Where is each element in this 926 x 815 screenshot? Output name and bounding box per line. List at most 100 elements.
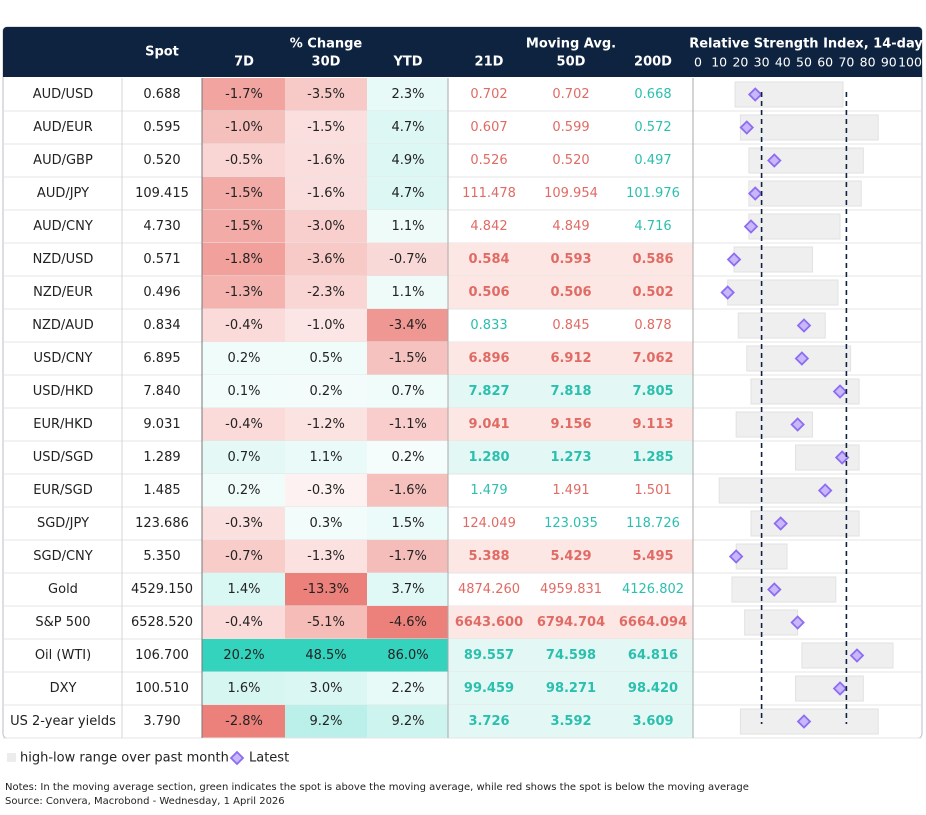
cell: -0.4%	[225, 615, 263, 630]
ma-cell-bg	[448, 639, 693, 672]
legend-latest: Latest	[249, 751, 289, 766]
change-cell	[367, 606, 448, 639]
cell: 0.3%	[309, 516, 342, 531]
header-rsi: Relative Strength Index, 14-day	[689, 37, 923, 52]
cell: 5.388	[468, 549, 509, 564]
rsi-latest	[747, 186, 763, 201]
ma-cell-bg	[448, 408, 693, 441]
cell: 0.520	[143, 153, 180, 168]
cell: 6528.520	[131, 615, 193, 630]
cell: 0.571	[143, 252, 180, 267]
cell: 1.280	[468, 450, 509, 465]
cell: 1.479	[470, 483, 507, 498]
cell: 1.285	[632, 450, 673, 465]
cell: 9.113	[632, 417, 673, 432]
change-cell	[367, 111, 448, 144]
cell: -1.7%	[389, 549, 427, 564]
header-spot: Spot	[145, 45, 179, 60]
change-cell	[285, 243, 367, 276]
change-cell	[367, 309, 448, 342]
rsi-tick-label: 0	[694, 55, 702, 70]
change-cell	[367, 639, 448, 672]
change-cell	[202, 243, 285, 276]
cell: 6.912	[550, 351, 591, 366]
row-label: USD/SGD	[33, 450, 94, 465]
row-label: AUD/EUR	[33, 120, 93, 135]
change-cell	[202, 507, 285, 540]
row-label: NZD/AUD	[32, 318, 93, 333]
cell: 0.5%	[309, 351, 342, 366]
change-cell	[285, 210, 367, 243]
cell: 0.599	[552, 120, 589, 135]
ma-cell-bg	[448, 540, 693, 573]
row-label: Gold	[48, 582, 78, 597]
cell: 3.609	[632, 714, 673, 729]
change-cell	[202, 78, 285, 111]
rsi-tick-label: 80	[860, 55, 876, 70]
cell: -0.7%	[225, 549, 263, 564]
rsi-range	[750, 510, 860, 537]
cell: 1.1%	[309, 450, 342, 465]
cell: 0.593	[550, 252, 591, 267]
rsi-tick-label: 90	[881, 55, 897, 70]
cell: 9.2%	[309, 714, 342, 729]
cell: 4.9%	[391, 153, 424, 168]
rsi-tick-label: 50	[796, 55, 812, 70]
change-cell	[202, 474, 285, 507]
cell: -1.5%	[225, 219, 263, 234]
rsi-tick-label: 100	[898, 55, 922, 70]
cell: 9.031	[143, 417, 180, 432]
cell: 0.607	[470, 120, 507, 135]
cell: 0.688	[143, 87, 180, 102]
header-col: 200D	[634, 55, 672, 70]
cell: 0.702	[552, 87, 589, 102]
row-label: Oil (WTI)	[35, 648, 91, 663]
cell: -4.6%	[389, 615, 427, 630]
row-label: US 2-year yields	[10, 714, 116, 729]
change-cell	[202, 573, 285, 606]
header-col: 21D	[475, 55, 504, 70]
change-cell	[202, 639, 285, 672]
cell: -1.2%	[307, 417, 345, 432]
cell: 1.491	[552, 483, 589, 498]
cell: 0.586	[632, 252, 673, 267]
cell: -1.5%	[307, 120, 345, 135]
change-cell	[285, 408, 367, 441]
cell: 0.506	[550, 285, 591, 300]
change-cell	[285, 606, 367, 639]
cell: -1.0%	[307, 318, 345, 333]
cell: -1.0%	[225, 120, 263, 135]
cell: 0.2%	[227, 351, 260, 366]
rsi-range	[718, 477, 847, 504]
legend-diamond	[229, 750, 245, 766]
cell: -0.4%	[225, 417, 263, 432]
rsi-range	[748, 213, 841, 240]
change-cell	[285, 705, 367, 738]
rsi-tick-label: 70	[838, 55, 854, 70]
cell: -0.5%	[225, 153, 263, 168]
cell: 0.878	[634, 318, 671, 333]
cell: 99.459	[464, 681, 514, 696]
change-cell	[202, 111, 285, 144]
cell: -1.6%	[389, 483, 427, 498]
cell: -2.3%	[307, 285, 345, 300]
ma-cell-bg	[448, 375, 693, 408]
row-label: AUD/USD	[33, 87, 94, 102]
change-cell	[285, 540, 367, 573]
cell: 1.485	[143, 483, 180, 498]
cell: 0.502	[632, 285, 673, 300]
cell: -2.8%	[225, 714, 263, 729]
cell: 7.827	[468, 384, 509, 399]
cell: -0.3%	[307, 483, 345, 498]
cell: -3.5%	[307, 87, 345, 102]
header-col: 30D	[312, 55, 341, 70]
rsi-range	[748, 147, 864, 174]
change-cell	[367, 276, 448, 309]
header-col: 7D	[234, 55, 254, 70]
cell: 98.271	[546, 681, 596, 696]
cell: 0.668	[634, 87, 671, 102]
change-cell	[367, 705, 448, 738]
cell: 9.041	[468, 417, 509, 432]
cell: 5.429	[550, 549, 591, 564]
cell: 6.895	[143, 351, 180, 366]
